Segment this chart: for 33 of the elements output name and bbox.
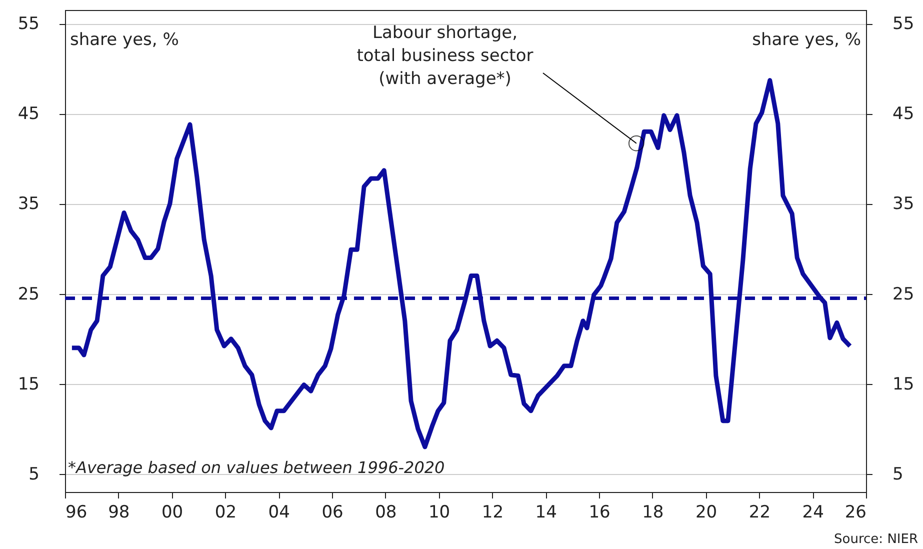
y-axis-title: share yes, %: [70, 30, 179, 50]
x-tick-label: 06: [322, 502, 344, 522]
y2-tick-label: 5: [892, 464, 904, 484]
x-tick-label: 14: [535, 502, 557, 522]
x-tick-label: 18: [642, 502, 664, 522]
y2-tick-label: 35: [892, 194, 914, 214]
y2-tick-label: 25: [892, 284, 914, 304]
x-tick-label: 08: [375, 502, 397, 522]
y-tick-label: 45: [18, 104, 40, 124]
y-tick-label: 25: [18, 284, 40, 304]
y2-axis-title: share yes, %: [752, 30, 861, 50]
y-tick-label: 35: [18, 194, 40, 214]
x-tick-label: 98: [108, 502, 130, 522]
x-tick-label: 26: [844, 502, 866, 522]
x-tick-label: 10: [428, 502, 450, 522]
x-tick-label: 12: [482, 502, 504, 522]
y2-tick-label: 15: [892, 374, 914, 394]
x-tick-label: 22: [748, 502, 771, 522]
x-tick-label: 02: [214, 502, 237, 522]
x-tick-label: 96: [66, 502, 88, 522]
x-tick-label: 00: [161, 502, 184, 522]
annotation: Labour shortage, total business sector (with average*): [356, 23, 534, 89]
x-tick-label: 16: [588, 502, 610, 522]
x-tick-label: 04: [268, 502, 290, 522]
annotation: *Average based on values between 1996-2020: [68, 458, 445, 477]
y-tick-label: 5: [28, 464, 40, 484]
y-tick-label: 55: [18, 14, 40, 34]
x-tick-label: 20: [695, 502, 718, 522]
y-tick-label: 15: [18, 374, 40, 394]
source-note: Source: NIER: [834, 532, 918, 547]
y2-tick-label: 55: [892, 14, 914, 34]
y2-tick-label: 45: [892, 104, 914, 124]
x-tick-label: 24: [802, 502, 824, 522]
